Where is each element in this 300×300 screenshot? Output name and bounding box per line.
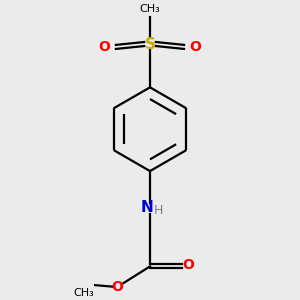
Text: O: O	[182, 258, 194, 272]
Text: O: O	[111, 280, 123, 294]
Text: H: H	[153, 204, 163, 218]
Text: CH₃: CH₃	[73, 288, 94, 298]
Text: N: N	[141, 200, 154, 215]
Text: O: O	[190, 40, 202, 54]
Text: S: S	[145, 37, 155, 52]
Text: CH₃: CH₃	[140, 4, 160, 14]
Text: O: O	[98, 40, 110, 54]
